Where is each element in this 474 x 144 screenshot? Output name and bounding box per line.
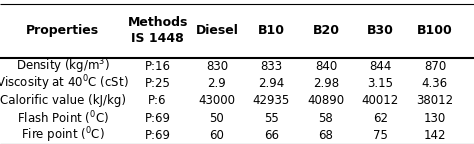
Text: 833: 833 [260, 60, 283, 73]
Text: 4.36: 4.36 [422, 77, 448, 90]
Text: P:16: P:16 [145, 60, 171, 73]
Text: 130: 130 [424, 112, 446, 125]
Text: 68: 68 [319, 129, 333, 142]
Text: 75: 75 [373, 129, 388, 142]
Text: P:69: P:69 [145, 112, 171, 125]
Text: 40890: 40890 [307, 94, 345, 107]
Text: Properties: Properties [26, 24, 100, 37]
Text: Diesel: Diesel [195, 24, 238, 37]
Text: 840: 840 [315, 60, 337, 73]
Text: 844: 844 [369, 60, 392, 73]
Text: 38012: 38012 [416, 94, 454, 107]
Text: Viscosity at 40$^0$C (cSt): Viscosity at 40$^0$C (cSt) [0, 74, 129, 93]
Text: 870: 870 [424, 60, 446, 73]
Text: B10: B10 [258, 24, 285, 37]
Text: Flash Point ($^0$C): Flash Point ($^0$C) [17, 109, 109, 127]
Text: B20: B20 [312, 24, 339, 37]
Text: Calorific value (kJ/kg): Calorific value (kJ/kg) [0, 94, 126, 107]
Text: 830: 830 [206, 60, 228, 73]
Text: 60: 60 [210, 129, 224, 142]
Text: B30: B30 [367, 24, 394, 37]
Text: P:69: P:69 [145, 129, 171, 142]
Text: 42935: 42935 [253, 94, 290, 107]
Text: 43000: 43000 [198, 94, 236, 107]
Text: Density (kg/m$^3$): Density (kg/m$^3$) [16, 56, 110, 76]
Text: 2.9: 2.9 [208, 77, 226, 90]
Text: Fire point ($^0$C): Fire point ($^0$C) [21, 126, 105, 144]
Text: 58: 58 [319, 112, 333, 125]
Text: 55: 55 [264, 112, 279, 125]
Text: 66: 66 [264, 129, 279, 142]
Text: 2.94: 2.94 [258, 77, 284, 90]
Text: Methods
IS 1448: Methods IS 1448 [128, 16, 188, 46]
Text: B100: B100 [417, 24, 453, 37]
Text: 3.15: 3.15 [367, 77, 393, 90]
Text: 142: 142 [424, 129, 446, 142]
Text: P:25: P:25 [145, 77, 171, 90]
Text: 2.98: 2.98 [313, 77, 339, 90]
Text: 40012: 40012 [362, 94, 399, 107]
Text: 50: 50 [210, 112, 224, 125]
Text: P:6: P:6 [148, 94, 167, 107]
Text: 62: 62 [373, 112, 388, 125]
